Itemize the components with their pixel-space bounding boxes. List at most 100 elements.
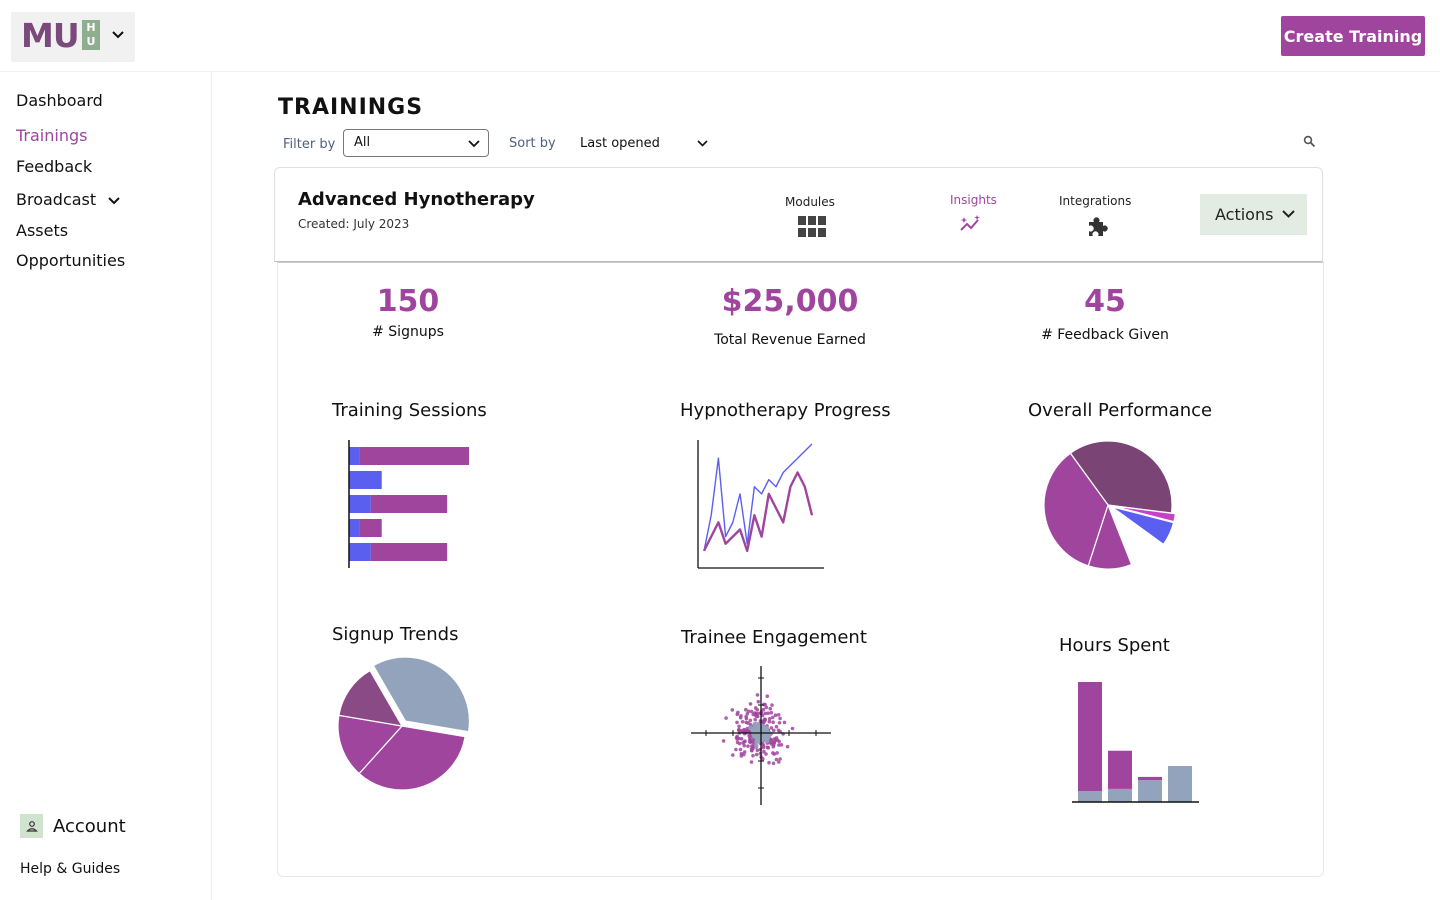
tab-modules[interactable]: Modules — [785, 195, 835, 209]
scatter-point — [790, 726, 795, 731]
scatter-point — [767, 719, 772, 724]
filter-select[interactable]: All — [343, 129, 489, 157]
scatter-point — [764, 705, 769, 710]
scatter-point — [768, 731, 773, 737]
create-training-button[interactable]: Create Training — [1281, 16, 1425, 56]
scatter-point — [744, 720, 748, 725]
scatter-point — [756, 699, 761, 704]
scatter-point — [777, 760, 781, 764]
scatter-point — [754, 714, 759, 718]
chevron-down-icon — [108, 196, 120, 204]
scatter-point — [764, 738, 770, 744]
bar — [1078, 682, 1102, 792]
scatter-point — [778, 757, 782, 761]
scatter-point — [755, 727, 761, 733]
scatter-point — [774, 724, 779, 729]
scatter-point — [764, 752, 768, 756]
training-card-header — [274, 167, 1323, 262]
sidebar-item-assets[interactable]: Assets — [16, 221, 69, 240]
scatter-point — [775, 751, 779, 755]
chevron-down-icon — [112, 31, 124, 39]
scatter-point — [746, 744, 750, 748]
scatter-point — [776, 713, 781, 717]
scatter-point — [768, 706, 772, 711]
scatter-point — [753, 717, 757, 722]
top-bar: MU H U Create Training — [0, 0, 1440, 72]
search-icon[interactable] — [1303, 135, 1316, 148]
bar — [349, 543, 371, 561]
logo-switcher[interactable]: MU H U — [11, 12, 135, 62]
pie-slice — [1111, 506, 1175, 546]
scatter-point — [746, 709, 751, 714]
chart-title-hypnotherapy-progress: Hypnotherapy Progress — [680, 400, 891, 421]
bar — [349, 471, 382, 489]
scatter-point — [744, 716, 749, 721]
trainee-engagement-chart — [691, 666, 831, 805]
stat-signups-label: # Signups — [372, 324, 444, 340]
scatter-point — [772, 740, 777, 744]
scatter-point — [749, 709, 754, 714]
scatter-point — [767, 717, 772, 721]
scatter-point — [749, 760, 754, 764]
bar — [349, 447, 360, 465]
sidebar-item-trainings[interactable]: Trainings — [16, 126, 88, 145]
sidebar: Dashboard Trainings Feedback Broadcast A… — [0, 72, 212, 900]
signup-trends-chart — [337, 656, 470, 791]
scatter-point — [748, 725, 753, 730]
puzzle-icon[interactable] — [1087, 216, 1109, 238]
sidebar-item-broadcast[interactable]: Broadcast — [16, 190, 121, 209]
sidebar-item-feedback[interactable]: Feedback — [16, 157, 93, 176]
sidebar-item-opportunities[interactable]: Opportunities — [16, 251, 126, 270]
scatter-point — [748, 718, 753, 723]
scatter-point — [734, 735, 739, 740]
scatter-point — [738, 747, 743, 752]
insights-panel — [277, 262, 1324, 877]
scatter-point — [745, 726, 750, 731]
bar — [359, 447, 469, 465]
scatter-point — [762, 749, 766, 754]
tab-integrations[interactable]: Integrations — [1059, 194, 1132, 208]
chevron-down-icon[interactable] — [697, 139, 708, 148]
scatter-point — [735, 740, 740, 745]
scatter-point — [779, 743, 784, 747]
scatter-point — [740, 720, 745, 724]
scatter-point — [755, 693, 760, 697]
sort-select[interactable]: Last opened — [580, 136, 660, 151]
scatter-point — [777, 743, 781, 747]
sidebar-item-label: Broadcast — [16, 190, 97, 209]
chart-title-overall-performance: Overall Performance — [1028, 400, 1213, 421]
bar — [1168, 766, 1192, 802]
scatter-point — [778, 716, 782, 721]
scatter-point — [765, 694, 770, 698]
scatter-point — [785, 744, 790, 749]
scatter-point — [735, 720, 739, 725]
scatter-point — [766, 746, 771, 750]
pie-slice — [1111, 505, 1177, 523]
help-guides-link[interactable]: Help & Guides — [20, 861, 121, 877]
scatter-point — [724, 716, 728, 720]
scatter-point — [734, 747, 738, 752]
scatter-point — [748, 740, 752, 744]
scatter-point — [764, 726, 770, 731]
actions-dropdown-button[interactable]: Actions — [1200, 194, 1307, 235]
scatter-point — [773, 713, 778, 717]
scatter-point — [763, 734, 769, 740]
sidebar-item-dashboard[interactable]: Dashboard — [16, 91, 103, 110]
pie-slice — [338, 669, 404, 727]
account-label: Account — [53, 815, 126, 837]
scatter-point — [763, 711, 767, 716]
scatter-point — [777, 721, 782, 725]
grid-icon[interactable] — [798, 216, 826, 238]
bar — [349, 519, 360, 537]
account-link[interactable]: Account — [20, 814, 126, 838]
scatter-point — [771, 715, 775, 720]
scatter-point — [782, 720, 787, 725]
bar — [359, 519, 382, 537]
pie-slice — [1043, 452, 1109, 567]
sparkle-chart-icon[interactable] — [959, 215, 983, 233]
scatter-point — [763, 717, 767, 722]
tab-insights[interactable]: Insights — [950, 193, 997, 207]
training-title: Advanced Hynotherapy — [298, 189, 535, 210]
bar — [1078, 791, 1102, 802]
actions-label: Actions — [1215, 205, 1274, 224]
